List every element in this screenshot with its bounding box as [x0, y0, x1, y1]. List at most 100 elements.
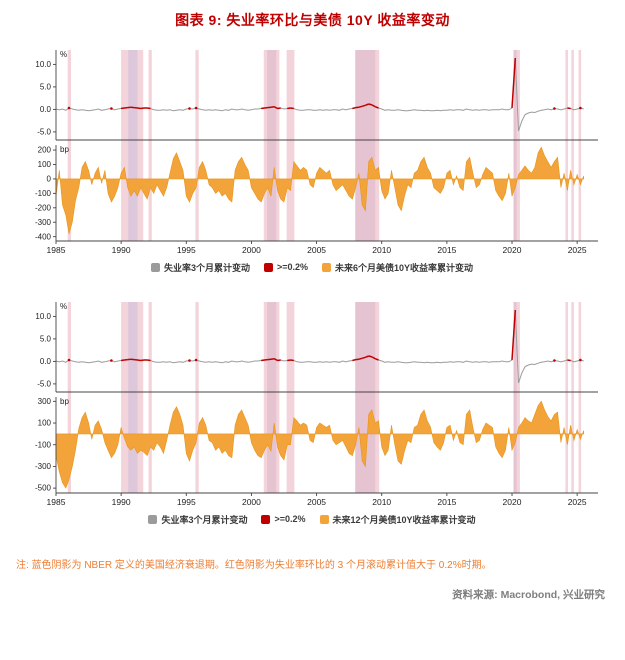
legend-label: >=0.2%	[274, 514, 305, 524]
threshold-band	[565, 50, 568, 241]
unemployment-threshold-dot	[553, 359, 556, 362]
unemployment-threshold-segment	[359, 358, 362, 359]
unemployment-threshold-dot	[579, 107, 582, 110]
threshold-band	[149, 50, 152, 241]
tick-label: 5.0	[40, 335, 52, 344]
unemployment-threshold-segment	[121, 108, 124, 109]
unemployment-threshold-segment	[147, 108, 150, 109]
threshold-band	[579, 302, 582, 493]
threshold-band	[579, 50, 582, 241]
unemployment-threshold-segment	[291, 108, 294, 109]
legend-swatch-icon	[264, 263, 273, 272]
threshold-band	[565, 302, 568, 493]
threshold-band	[287, 302, 295, 493]
tick-label: 1990	[112, 497, 131, 507]
legend-item: 失业率3个月累计变动	[148, 513, 247, 526]
legend-item: 失业率3个月累计变动	[151, 261, 250, 274]
tick-label: 2005	[307, 497, 326, 507]
unemployment-threshold-segment	[121, 360, 124, 361]
tick-label: 1995	[177, 245, 196, 255]
unemployment-threshold-dot	[68, 107, 71, 110]
unemployment-threshold-segment	[271, 359, 274, 360]
unemployment-threshold-segment	[567, 360, 570, 361]
tick-label: 2010	[372, 245, 391, 255]
unemployment-threshold-dot	[110, 359, 113, 362]
unemployment-threshold-segment	[362, 357, 365, 358]
tick-label: 2000	[242, 497, 261, 507]
recession-band	[128, 50, 137, 241]
tick-label: -300	[35, 462, 52, 471]
tick-label: 2020	[503, 245, 522, 255]
tick-label: 1995	[177, 497, 196, 507]
threshold-band	[195, 302, 198, 493]
unemployment-threshold-segment	[261, 108, 264, 109]
tick-label: 200	[38, 146, 52, 155]
tick-label: 0	[47, 175, 52, 184]
unemployment-threshold-segment	[369, 104, 372, 105]
tick-label: -100	[35, 189, 52, 198]
unemployment-threshold-segment	[147, 360, 150, 361]
threshold-band	[514, 302, 520, 493]
tick-label: bp	[60, 145, 69, 154]
unemployment-threshold-segment	[287, 360, 290, 361]
tick-label: bp	[60, 397, 69, 406]
tick-label: 1985	[47, 245, 66, 255]
threshold-band	[356, 50, 380, 241]
tick-label: -100	[35, 440, 52, 449]
unemployment-threshold-segment	[137, 108, 140, 109]
unemployment-threshold-segment	[278, 360, 281, 361]
threshold-band	[195, 50, 198, 241]
legend-item: >=0.2%	[264, 262, 308, 272]
threshold-band	[514, 50, 520, 241]
tick-label: 2015	[437, 497, 456, 507]
unemployment-threshold-dot	[195, 359, 198, 362]
unemployment-threshold-segment	[287, 108, 290, 109]
unemployment-threshold-dot	[188, 359, 191, 362]
tick-label: 2020	[503, 497, 522, 507]
threshold-band	[571, 302, 574, 493]
tick-label: 2015	[437, 245, 456, 255]
tick-label: 1990	[112, 245, 131, 255]
legend-swatch-icon	[148, 515, 157, 524]
legend-label: 失业率3个月累计变动	[161, 513, 247, 526]
tick-label: 10.0	[35, 60, 51, 69]
tick-label: 1985	[47, 497, 66, 507]
legend-item: >=0.2%	[261, 514, 305, 524]
unemployment-threshold-dot	[188, 107, 191, 110]
legend-label: 失业率3个月累计变动	[164, 261, 250, 274]
figure-title: 图表 9: 失业率环比与美债 10Y 收益率变动	[0, 10, 625, 30]
unemployment-threshold-segment	[141, 360, 144, 361]
tick-label: -200	[35, 203, 52, 212]
unemployment-threshold-dot	[195, 107, 198, 110]
tick-label: -5.0	[37, 380, 51, 389]
legend-label: 未来6个月美债10Y收益率累计变动	[335, 261, 473, 274]
tick-label: %	[60, 302, 67, 311]
unemployment-threshold-dot	[579, 359, 582, 362]
unemployment-threshold-segment	[369, 356, 372, 357]
tick-label: 2000	[242, 245, 261, 255]
tick-label: %	[60, 50, 67, 59]
legend-swatch-icon	[322, 263, 331, 272]
tick-label: -300	[35, 218, 52, 227]
threshold-band	[264, 302, 280, 493]
threshold-band	[356, 302, 380, 493]
tick-label: 100	[38, 419, 52, 428]
panel-1-chart: 10.05.00.0-5.0%2001000-100-200-300-400bp…	[12, 38, 612, 258]
tick-label: 2025	[568, 245, 587, 255]
tick-label: 300	[38, 397, 52, 406]
tick-label: 10.0	[35, 312, 51, 321]
figure-source: 资料来源: Macrobond, 兴业研究	[0, 587, 605, 602]
unemployment-threshold-segment	[291, 360, 294, 361]
tick-label: 0.0	[40, 357, 52, 366]
figure-note: 注: 蓝色阴影为 NBER 定义的美国经济衰退期。红色阴影为失业率环比的 3 个…	[16, 556, 625, 571]
unemployment-threshold-segment	[567, 108, 570, 109]
threshold-band	[287, 50, 295, 241]
panel-2-legend: 失业率3个月累计变动>=0.2%未来12个月美债10Y收益率累计变动	[12, 512, 612, 526]
unemployment-threshold-segment	[352, 360, 355, 361]
legend-swatch-icon	[320, 515, 329, 524]
legend-swatch-icon	[261, 515, 270, 524]
unemployment-threshold-segment	[359, 106, 362, 107]
legend-label: >=0.2%	[277, 262, 308, 272]
unemployment-threshold-segment	[141, 108, 144, 109]
